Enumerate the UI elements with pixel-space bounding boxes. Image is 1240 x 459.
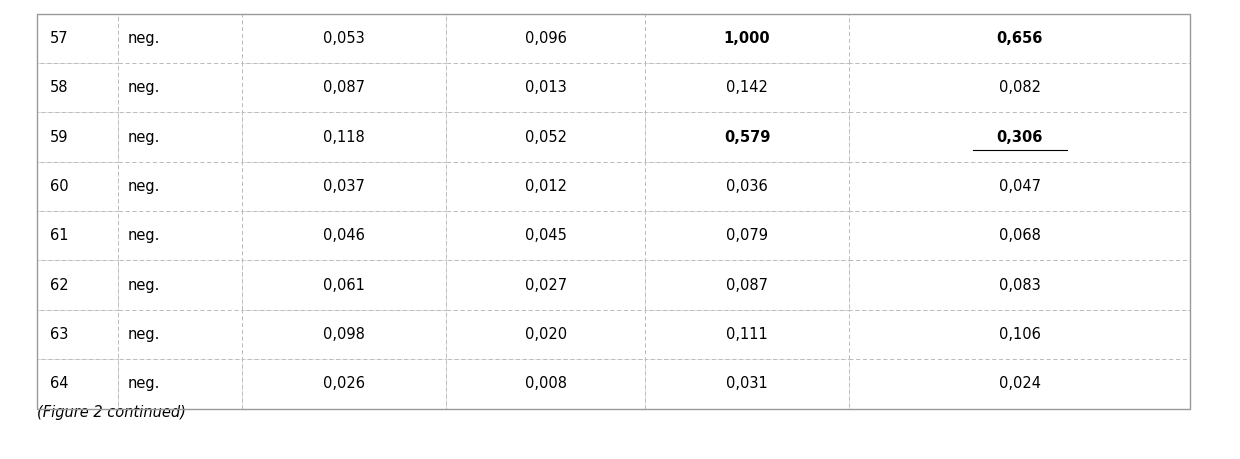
Bar <box>849 310 1190 359</box>
Text: neg.: neg. <box>128 80 160 95</box>
Bar <box>37 260 118 310</box>
Text: 0,061: 0,061 <box>324 278 365 293</box>
Bar <box>645 211 849 260</box>
Bar <box>37 211 118 260</box>
Bar <box>645 63 849 112</box>
Text: 0,020: 0,020 <box>525 327 567 342</box>
Bar <box>849 162 1190 211</box>
Text: neg.: neg. <box>128 179 160 194</box>
Bar <box>118 14 242 63</box>
Bar <box>37 63 118 112</box>
Bar <box>645 112 849 162</box>
Text: 0,087: 0,087 <box>727 278 768 293</box>
Bar <box>446 63 645 112</box>
Bar <box>242 63 446 112</box>
Text: 0,024: 0,024 <box>999 376 1040 392</box>
Bar <box>645 14 849 63</box>
Text: 0,031: 0,031 <box>727 376 768 392</box>
Text: neg.: neg. <box>128 129 160 145</box>
Text: 0,012: 0,012 <box>525 179 567 194</box>
Bar <box>242 359 446 409</box>
Text: 61: 61 <box>50 228 68 243</box>
Bar <box>446 14 645 63</box>
Text: 0,068: 0,068 <box>999 228 1040 243</box>
Text: 62: 62 <box>50 278 68 293</box>
Bar <box>645 260 849 310</box>
Text: 0,106: 0,106 <box>999 327 1040 342</box>
Bar <box>242 112 446 162</box>
Bar <box>118 260 242 310</box>
Bar <box>37 162 118 211</box>
Bar <box>645 162 849 211</box>
Text: 0,098: 0,098 <box>324 327 365 342</box>
Text: 0,087: 0,087 <box>324 80 365 95</box>
Text: 64: 64 <box>50 376 68 392</box>
Bar <box>446 310 645 359</box>
Bar <box>242 211 446 260</box>
Bar <box>242 14 446 63</box>
Text: neg.: neg. <box>128 278 160 293</box>
Bar <box>446 211 645 260</box>
Bar <box>849 14 1190 63</box>
Bar <box>118 359 242 409</box>
Bar <box>118 63 242 112</box>
Text: 0,079: 0,079 <box>727 228 768 243</box>
Bar <box>645 310 849 359</box>
Bar <box>118 310 242 359</box>
Text: neg.: neg. <box>128 31 160 46</box>
Text: 0,656: 0,656 <box>997 31 1043 46</box>
Text: 59: 59 <box>50 129 68 145</box>
Text: 0,052: 0,052 <box>525 129 567 145</box>
Text: 0,026: 0,026 <box>324 376 365 392</box>
Bar <box>37 14 118 63</box>
Bar <box>242 260 446 310</box>
Bar <box>446 359 645 409</box>
Bar <box>446 260 645 310</box>
Text: 63: 63 <box>50 327 68 342</box>
Text: 58: 58 <box>50 80 68 95</box>
Bar <box>849 112 1190 162</box>
Text: (Figure 2 continued): (Figure 2 continued) <box>37 405 186 420</box>
Text: 0,082: 0,082 <box>999 80 1040 95</box>
Text: 0,008: 0,008 <box>525 376 567 392</box>
Text: 1,000: 1,000 <box>724 31 770 46</box>
Bar <box>849 260 1190 310</box>
Text: 0,111: 0,111 <box>727 327 768 342</box>
Text: neg.: neg. <box>128 228 160 243</box>
Text: 0,013: 0,013 <box>525 80 567 95</box>
Text: 60: 60 <box>50 179 68 194</box>
Text: 0,096: 0,096 <box>525 31 567 46</box>
Bar <box>242 310 446 359</box>
Bar <box>849 359 1190 409</box>
Text: 0,036: 0,036 <box>727 179 768 194</box>
Text: 0,118: 0,118 <box>324 129 365 145</box>
Bar <box>645 359 849 409</box>
Bar <box>37 14 1190 409</box>
Text: 57: 57 <box>50 31 68 46</box>
Text: 0,306: 0,306 <box>997 129 1043 145</box>
Bar <box>242 162 446 211</box>
Text: 0,046: 0,046 <box>324 228 365 243</box>
Text: 0,053: 0,053 <box>324 31 365 46</box>
Text: 0,027: 0,027 <box>525 278 567 293</box>
Bar <box>37 112 118 162</box>
Bar <box>849 63 1190 112</box>
Bar <box>446 112 645 162</box>
Bar <box>37 359 118 409</box>
Text: 0,037: 0,037 <box>324 179 365 194</box>
Bar <box>446 162 645 211</box>
Text: 0,142: 0,142 <box>727 80 768 95</box>
Bar <box>118 211 242 260</box>
Text: neg.: neg. <box>128 376 160 392</box>
Text: 0,045: 0,045 <box>525 228 567 243</box>
Bar <box>118 162 242 211</box>
Bar <box>37 310 118 359</box>
Text: neg.: neg. <box>128 327 160 342</box>
Text: 0,047: 0,047 <box>999 179 1040 194</box>
Text: 0,083: 0,083 <box>999 278 1040 293</box>
Text: 0,579: 0,579 <box>724 129 770 145</box>
Bar <box>849 211 1190 260</box>
Bar <box>118 112 242 162</box>
